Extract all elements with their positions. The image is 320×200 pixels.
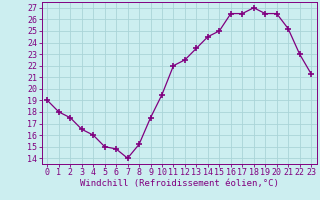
X-axis label: Windchill (Refroidissement éolien,°C): Windchill (Refroidissement éolien,°C) (80, 179, 279, 188)
